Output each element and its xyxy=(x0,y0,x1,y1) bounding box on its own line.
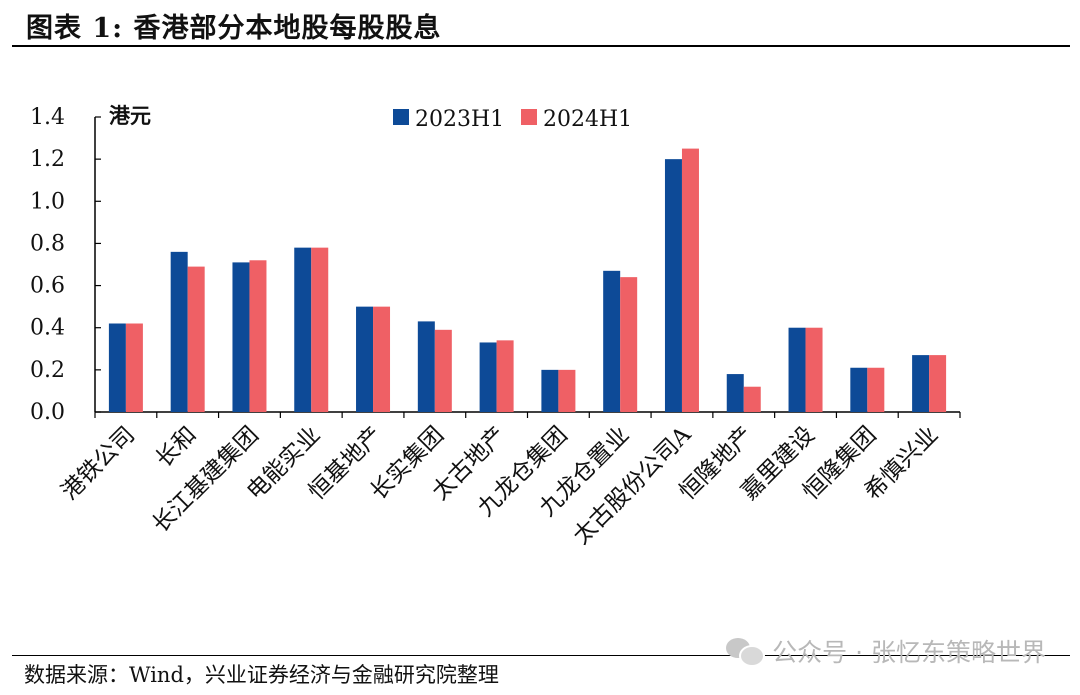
bar-2023H1 xyxy=(170,251,188,412)
bar-2023H1 xyxy=(479,342,497,412)
x-category-label: 长和 xyxy=(151,422,202,473)
bar-2023H1 xyxy=(232,262,250,412)
bar-2023H1 xyxy=(912,355,930,412)
bar-2024H1 xyxy=(373,306,391,412)
page-title: 图表 1: 香港部分本地股每股股息 xyxy=(26,13,442,44)
y-tick-label: 0.6 xyxy=(30,274,65,299)
bar-2024H1 xyxy=(434,329,452,412)
legend-swatch-2023H1 xyxy=(393,109,409,125)
y-tick-label: 1.4 xyxy=(30,105,65,130)
source-divider xyxy=(12,655,1070,656)
y-tick-label: 1.0 xyxy=(30,189,65,214)
bar-2023H1 xyxy=(603,270,621,412)
bar-2024H1 xyxy=(125,323,143,412)
watermark: 公众号 · 张忆东策略世界 xyxy=(726,633,1046,669)
bar-2023H1 xyxy=(664,159,682,412)
bar-2023H1 xyxy=(108,323,126,412)
y-tick-label: 0.4 xyxy=(30,316,65,341)
y-tick-label: 1.2 xyxy=(30,147,65,172)
bar-2023H1 xyxy=(788,327,806,412)
bar-2024H1 xyxy=(620,277,638,412)
bar-2024H1 xyxy=(496,340,514,412)
x-category-label: 港铁公司 xyxy=(57,422,140,505)
bar-2023H1 xyxy=(356,306,374,412)
bar-2023H1 xyxy=(850,367,868,412)
bar-2023H1 xyxy=(541,369,559,412)
y-unit-label: 港元 xyxy=(109,104,151,128)
bar-2024H1 xyxy=(249,260,267,412)
legend-label: 2024H1 xyxy=(543,107,632,132)
bar-2024H1 xyxy=(187,266,205,412)
wechat-icon xyxy=(726,636,766,667)
y-tick-label: 0.8 xyxy=(30,231,65,256)
bar-2024H1 xyxy=(867,367,885,412)
bar-2024H1 xyxy=(311,247,329,412)
bar-2024H1 xyxy=(558,369,576,412)
bar-2023H1 xyxy=(294,247,312,412)
bar-2024H1 xyxy=(929,355,947,412)
bar-2024H1 xyxy=(681,148,699,412)
y-tick-label: 0.0 xyxy=(30,400,65,425)
watermark-text: 公众号 · 张忆东策略世界 xyxy=(772,638,1046,667)
source-note: 数据来源：Wind，兴业证券经济与金融研究院整理 xyxy=(24,663,499,687)
legend-label: 2023H1 xyxy=(415,107,504,132)
y-tick-label: 0.2 xyxy=(30,358,65,383)
legend-swatch-2024H1 xyxy=(521,109,537,125)
bar-2024H1 xyxy=(805,327,823,412)
bar-2023H1 xyxy=(417,321,435,412)
bar-2023H1 xyxy=(726,374,744,412)
bar-2024H1 xyxy=(743,386,761,412)
title-divider xyxy=(12,45,1070,47)
